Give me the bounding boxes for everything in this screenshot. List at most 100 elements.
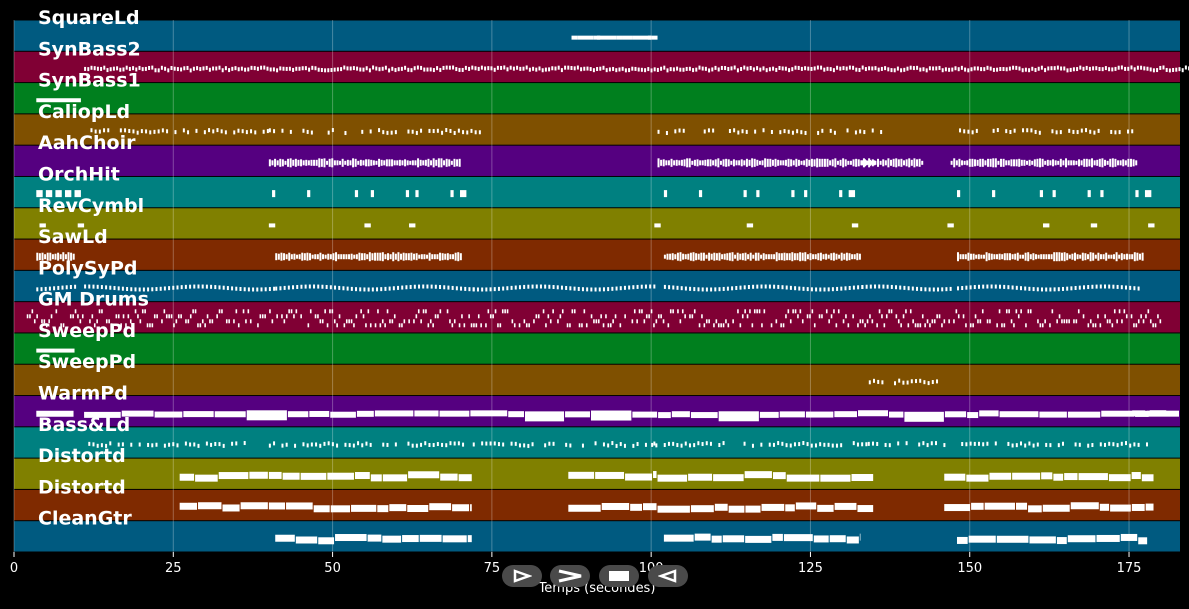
note [823, 287, 826, 292]
note [887, 67, 890, 72]
note [1120, 285, 1123, 290]
note [1008, 253, 1011, 261]
note [391, 319, 394, 324]
note [899, 285, 902, 290]
note [581, 323, 583, 328]
note [390, 130, 393, 135]
note [377, 309, 379, 314]
note [848, 190, 856, 198]
note [717, 67, 720, 72]
note [1129, 285, 1132, 290]
note [753, 309, 756, 314]
note [266, 66, 269, 71]
note [962, 314, 965, 319]
note [798, 286, 801, 291]
note [419, 534, 442, 542]
note [432, 158, 435, 168]
rewind-button[interactable] [648, 565, 688, 587]
note [623, 443, 626, 448]
note [581, 443, 584, 448]
note [552, 285, 555, 290]
note [145, 129, 148, 134]
note [734, 254, 737, 259]
note [967, 412, 979, 419]
note [871, 319, 874, 324]
note [1102, 254, 1105, 260]
stop-button[interactable] [599, 565, 639, 587]
note [1094, 323, 1097, 328]
note [857, 159, 860, 167]
note [336, 67, 339, 72]
note [965, 442, 968, 447]
note [765, 68, 768, 73]
note [1130, 65, 1133, 70]
note [380, 287, 383, 292]
note [1029, 254, 1032, 260]
note [1107, 254, 1110, 259]
note [1108, 441, 1111, 446]
note [831, 287, 834, 292]
note [420, 65, 423, 70]
note [670, 158, 673, 167]
note [1051, 309, 1054, 314]
note [415, 190, 419, 198]
note [571, 35, 578, 40]
note [119, 67, 122, 72]
note [768, 442, 771, 447]
note [702, 252, 705, 261]
note [731, 286, 734, 291]
note [744, 252, 747, 261]
note [344, 131, 347, 136]
note [813, 66, 816, 71]
note [998, 284, 1001, 289]
note [382, 130, 385, 135]
note [835, 443, 838, 448]
note [758, 309, 761, 314]
play-button[interactable] [502, 565, 542, 587]
note [417, 158, 420, 168]
note [820, 65, 823, 70]
note [290, 254, 293, 260]
note [747, 285, 750, 290]
note [378, 158, 381, 167]
note [343, 65, 346, 70]
note [273, 286, 276, 291]
note [859, 319, 862, 324]
note [175, 319, 178, 324]
note [754, 129, 757, 134]
note [969, 253, 972, 260]
note [1027, 252, 1030, 262]
note [382, 474, 408, 482]
note [452, 65, 455, 70]
note [524, 411, 565, 422]
note [88, 441, 91, 446]
fast-forward-button[interactable] [550, 565, 590, 587]
note [969, 323, 972, 328]
note [318, 537, 335, 545]
note [473, 323, 475, 328]
note [730, 66, 733, 71]
note [332, 253, 335, 261]
note [890, 284, 893, 289]
note [283, 253, 286, 261]
note [633, 309, 636, 314]
note [834, 158, 837, 168]
note [657, 314, 660, 319]
note [459, 253, 462, 261]
note [387, 253, 390, 261]
note [64, 254, 67, 260]
note [301, 252, 304, 261]
note [1049, 160, 1052, 166]
note [183, 411, 214, 418]
note [667, 160, 670, 166]
note [908, 158, 911, 168]
note [932, 66, 935, 71]
note [449, 128, 452, 133]
note [902, 314, 905, 319]
note [272, 190, 276, 198]
note [53, 286, 56, 291]
note [233, 319, 235, 324]
note [1099, 323, 1102, 328]
note [378, 67, 381, 72]
note [705, 319, 708, 324]
